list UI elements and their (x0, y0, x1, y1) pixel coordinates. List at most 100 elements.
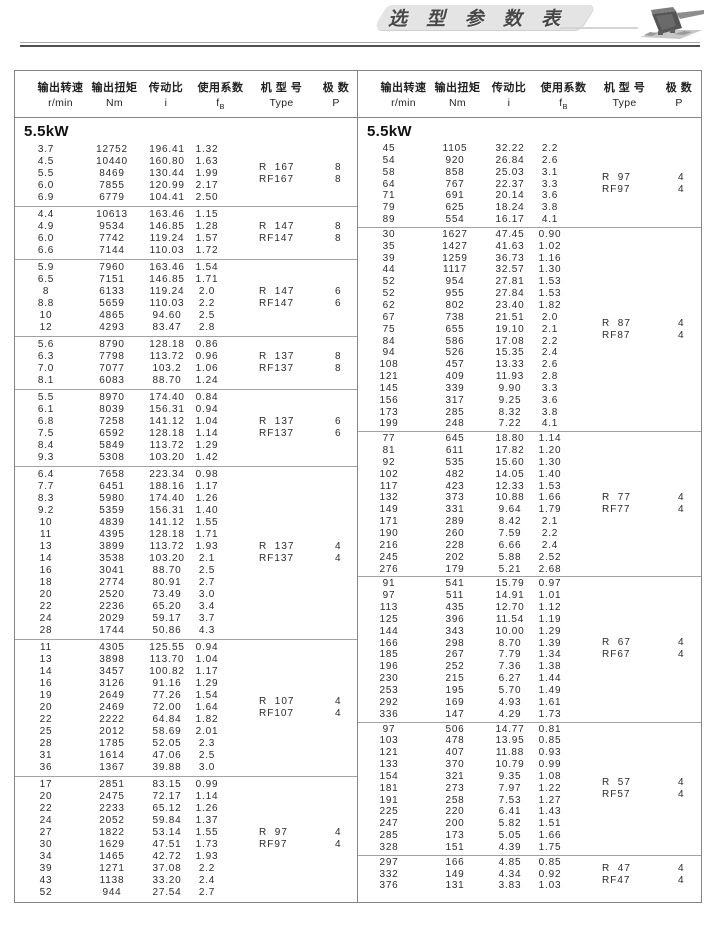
pole-count: 4 (677, 788, 685, 800)
ratio-cell: 6.27 (498, 673, 522, 685)
model-designation: R 147 6 RF147 6 (259, 286, 351, 310)
output-torque-cell: 7077 (99, 363, 125, 374)
output-speed-cell: 24 (39, 613, 53, 624)
ratio-cell: 47.45 (495, 228, 525, 240)
data-row: 16 3041 88.70 2.5 (15, 565, 357, 577)
data-row: 30 1627 47.45 0.90 (358, 229, 701, 241)
ratio-cell: 91.16 (152, 678, 182, 689)
output-torque-cell: 267 (445, 649, 465, 661)
data-row: 67 738 21.51 2.0 (358, 312, 701, 324)
data-row: 7.7 6451 188.16 1.17 (15, 481, 357, 493)
output-speed-cell: 156 (379, 394, 399, 406)
output-speed-cell: 58 (382, 166, 396, 178)
model-type: RF167 (259, 174, 295, 185)
service-factor-cell: 1.29 (538, 625, 562, 637)
ratio-cell: 5.82 (498, 818, 522, 830)
pole-count: 4 (334, 696, 342, 707)
output-torque-cell: 215 (445, 673, 465, 685)
model-row: RF47 4 (602, 875, 694, 887)
output-torque-cell: 645 (445, 433, 465, 445)
output-torque-cell: 8469 (99, 168, 125, 179)
output-torque-cell: 767 (445, 178, 465, 190)
ratio-cell: 7.36 (498, 661, 522, 673)
ratio-cell: 13.33 (495, 359, 525, 371)
model-designation: R 137 8 RF137 8 (259, 351, 351, 375)
gear-reducer-icon (640, 7, 704, 39)
data-row: 132 373 10.88 1.66 (358, 492, 701, 504)
model-type: R 147 (259, 286, 295, 297)
service-factor-cell: 1.17 (195, 666, 219, 677)
output-speed-cell: 27 (39, 827, 53, 838)
data-row: 133 370 10.79 0.99 (358, 759, 701, 771)
output-speed-cell: 36 (39, 762, 53, 773)
ratio-cell: 15.35 (495, 347, 525, 359)
ratio-cell: 103.20 (149, 553, 185, 564)
output-torque-cell: 2052 (99, 815, 125, 826)
table-body: 5.5kW 3.7 12752 196.41 1.32 4.5 10440 160.80 1.6… (15, 118, 701, 902)
data-row: 9.3 5308 103.20 1.42 (15, 452, 357, 464)
pole-count: 4 (677, 637, 685, 649)
output-torque-cell: 1465 (99, 851, 125, 862)
ratio-cell: 4.93 (498, 696, 522, 708)
ratio-cell: 23.40 (495, 299, 525, 311)
service-factor-cell: 2.2 (541, 335, 559, 347)
output-speed-cell: 52 (39, 887, 53, 898)
data-row: 245 202 5.88 2.52 (358, 552, 701, 564)
service-factor-cell: 2.1 (541, 323, 559, 335)
output-speed-cell: 149 (379, 504, 399, 516)
model-block: 97 506 14.77 0.81 103 478 13.95 0.85 121 407 11.88… (358, 721, 701, 855)
column-unit-label: P (675, 97, 683, 109)
ratio-cell: 50.86 (152, 625, 182, 636)
data-row: 44 1117 32.57 1.30 (358, 264, 701, 276)
data-row: 6.4 7658 223.34 0.98 (15, 469, 357, 481)
data-row: 285 173 5.05 1.66 (358, 830, 701, 842)
gear-reducer-image (634, 4, 708, 49)
output-speed-cell: 332 (379, 868, 399, 880)
ratio-cell: 14.05 (495, 468, 525, 480)
ratio-cell: 5.70 (498, 684, 522, 696)
service-factor-cell: 1.79 (538, 504, 562, 516)
data-row: 39 1259 36.73 1.16 (358, 253, 701, 265)
model-block: 4.4 10613 163.46 1.15 4.9 9534 146.85 1.28 6.0 77… (15, 206, 357, 259)
ratio-cell: 18.80 (495, 433, 525, 445)
model-block: 11 4305 125.55 0.94 13 3898 113.70 1.04 14 3457 10… (15, 639, 357, 776)
data-row: 14 3457 100.82 1.17 (15, 666, 357, 678)
output-torque-cell: 920 (445, 154, 465, 166)
service-factor-cell: 0.93 (538, 747, 562, 759)
ratio-cell: 7.22 (498, 418, 522, 430)
output-torque-cell: 5980 (99, 493, 125, 504)
output-torque-cell: 9534 (99, 221, 125, 232)
data-row: 125 396 11.54 1.19 (358, 614, 701, 626)
service-factor-cell: 0.97 (538, 578, 562, 590)
data-rows: 91 541 15.79 0.97 97 511 14.91 1.01 113 435 12.70 1… (358, 578, 701, 720)
output-speed-cell: 125 (379, 613, 399, 625)
ratio-cell: 146.85 (149, 221, 185, 232)
ratio-cell: 141.12 (149, 517, 185, 528)
service-factor-cell: 2.0 (198, 286, 216, 297)
output-speed-cell: 22 (39, 714, 53, 725)
output-torque-cell: 435 (445, 602, 465, 614)
service-factor-cell: 1.17 (195, 481, 219, 492)
column-unit-label: Type (269, 97, 294, 109)
data-row: 225 220 6.41 1.43 (358, 806, 701, 818)
data-row: 276 179 5.21 2.68 (358, 564, 701, 576)
output-speed-cell: 121 (379, 371, 399, 383)
service-factor-cell: 1.55 (195, 827, 219, 838)
output-torque-cell: 220 (445, 806, 465, 818)
model-type: RF107 (259, 708, 295, 719)
output-torque-cell: 289 (445, 516, 465, 528)
column-cn-label: 输出转速 (380, 82, 427, 94)
output-torque-cell: 12752 (96, 144, 128, 155)
data-row: 13 3899 113.72 1.93 (15, 541, 357, 553)
service-factor-cell: 1.06 (195, 363, 219, 374)
output-speed-cell: 97 (382, 590, 396, 602)
output-torque-cell: 2222 (99, 714, 125, 725)
output-speed-cell: 103 (379, 735, 399, 747)
output-speed-cell: 13 (39, 541, 53, 552)
service-factor-cell: 2.8 (198, 322, 216, 333)
output-torque-cell: 321 (445, 770, 465, 782)
ratio-cell: 110.03 (149, 245, 185, 256)
data-row: 6.1 8039 156.31 0.94 (15, 404, 357, 416)
model-type: RF67 (602, 649, 631, 661)
data-row: 35 1427 41.63 1.02 (358, 241, 701, 253)
